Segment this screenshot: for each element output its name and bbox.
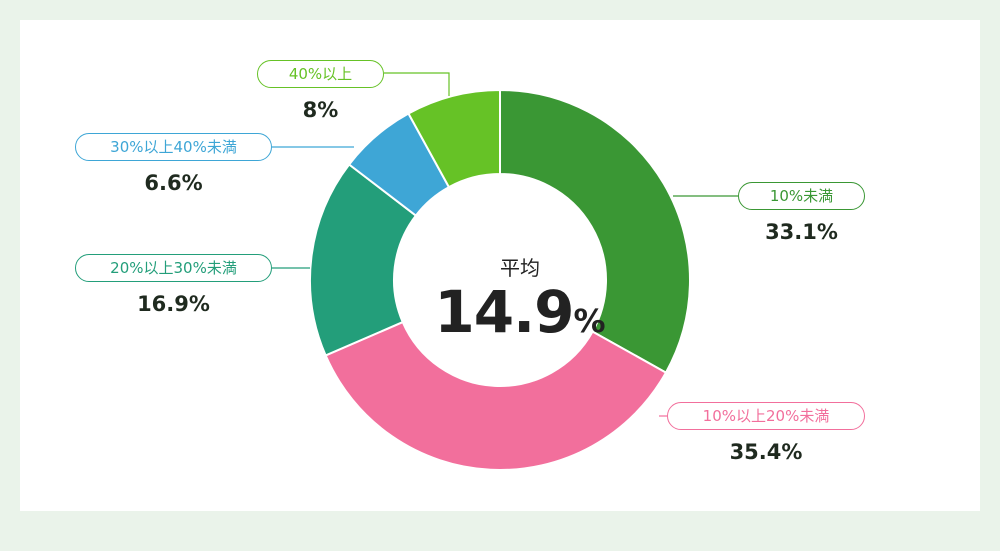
- slice-value-20-30: 16.9%: [137, 292, 210, 316]
- donut-chart: [272, 72, 738, 471]
- average-unit: %: [573, 302, 606, 340]
- slice-label-30-40: 30%以上40%未満: [75, 133, 272, 161]
- slice-value-under-10: 33.1%: [765, 220, 838, 244]
- slice-value-30-40: 6.6%: [144, 171, 203, 195]
- slice-under-10: [499, 88, 691, 374]
- average-title: 平均: [500, 256, 540, 280]
- average-number: 14.9: [434, 278, 574, 346]
- slice-value-10-20: 35.4%: [729, 440, 803, 464]
- slice-40-plus: [407, 88, 501, 189]
- slice-label-under-10: 10%未満: [738, 182, 865, 210]
- slice-label-10-20: 10%以上20%未満: [667, 402, 865, 430]
- slice-label-20-30: 20%以上30%未満: [75, 254, 272, 282]
- chart-card: 平均 14.9% 10%未満 33.1% 10%以上20%未満 35.4% 20…: [20, 20, 980, 511]
- average-value: 14.9%: [430, 278, 610, 346]
- slice-value-40-plus: 8%: [302, 98, 339, 122]
- slice-10-20: [324, 320, 668, 471]
- leader-line-40-plus: [384, 72, 450, 96]
- slice-label-40-plus: 40%以上: [257, 60, 384, 88]
